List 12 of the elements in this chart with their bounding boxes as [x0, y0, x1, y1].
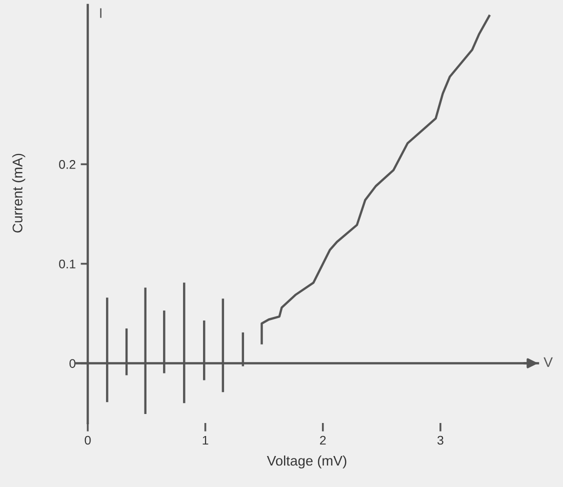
y-axis-title: Current (mA) [12, 154, 26, 233]
y-tick-label: 0.1 [59, 260, 76, 268]
y-tick-label: 0.2 [59, 160, 76, 169]
text: V [544, 357, 553, 367]
x-tick-label: 2 [320, 436, 326, 445]
line-series [260, 14, 491, 346]
x-tick-label: 0 [84, 436, 91, 445]
annotation: I [100, 8, 102, 18]
x-tick-label: 3 [437, 436, 444, 445]
x-tick-label: 1 [202, 436, 208, 445]
x-axis-title: Voltage (mV) [266, 455, 346, 468]
y-tick-label: 0 [69, 359, 76, 368]
